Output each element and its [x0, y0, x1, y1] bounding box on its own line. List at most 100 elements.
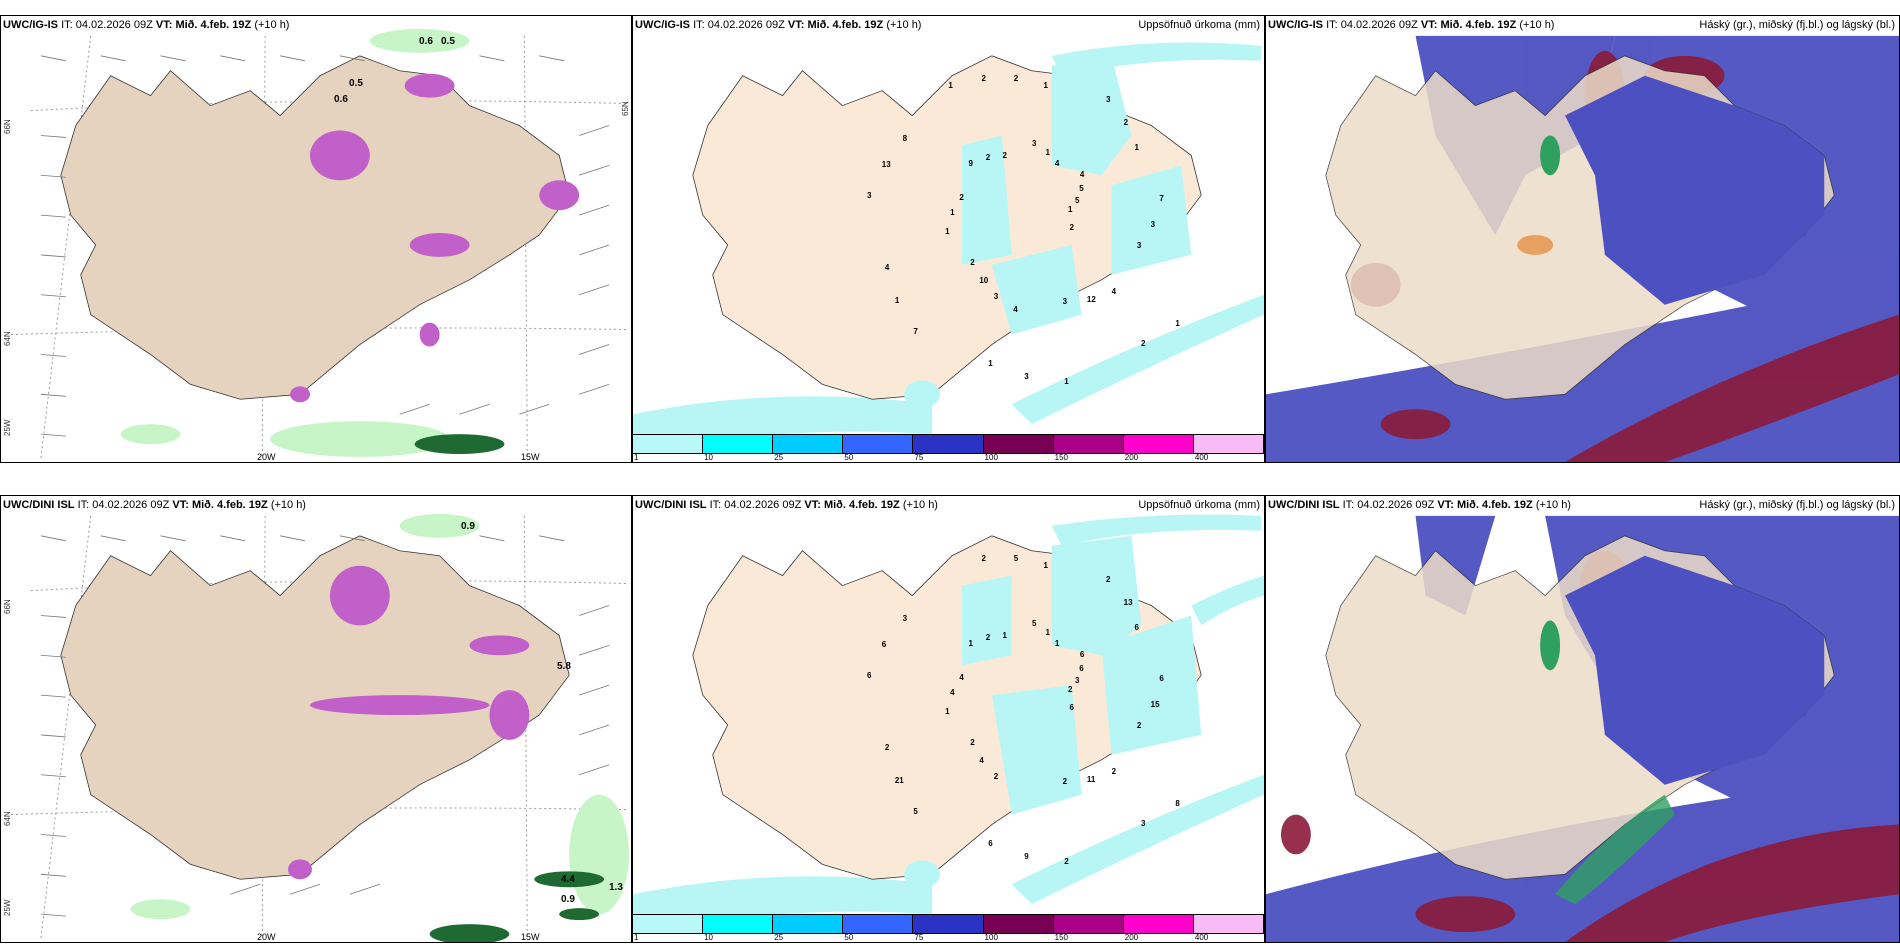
colorbar-swatch: [1053, 435, 1124, 453]
lead-time: (+10 h): [886, 19, 922, 31]
it-label: IT:: [709, 499, 722, 511]
precip-panel-bottom: UWC/DINI ISL IT: 04.02.2026 09Z VT: Mið.…: [632, 495, 1265, 943]
vt-value: Mið. 4.feb. 19Z: [823, 499, 900, 511]
vt-label: VT:: [1420, 19, 1438, 31]
panel-title: UWC/IG-IS IT: 04.02.2026 09Z VT: Mið. 4.…: [635, 19, 921, 31]
lat-label-66n: 66N: [3, 599, 12, 614]
colorbar-swatches: [633, 434, 1264, 454]
colorbar-tick-label: 1: [634, 933, 639, 942]
colorbar-tick-label: 100: [984, 933, 998, 942]
cloud-map: [1266, 515, 1899, 942]
it-value: 04.02.2026 09Z: [92, 499, 170, 511]
precip-colorbar: 1 10 25 50 75 100 150 200 400: [633, 434, 1264, 462]
lon-label-15w: 15W: [521, 932, 540, 942]
colorbar-swatch: [773, 915, 844, 933]
wind-panel-top: UWC/IG-IS IT: 04.02.2026 09Z VT: Mið. 4.…: [0, 15, 632, 463]
precip-colorbar: 1 10 25 50 75 100 150 200 400: [633, 914, 1264, 942]
colorbar-tick-label: 75: [914, 933, 924, 942]
colorbar-swatch: [913, 435, 984, 453]
it-label: IT:: [1342, 499, 1355, 511]
panel-title: UWC/DINI ISL IT: 04.02.2026 09Z VT: Mið.…: [3, 499, 306, 511]
colorbar-tick-label: 400: [1194, 453, 1209, 462]
model-name: UWC/DINI ISL: [1268, 499, 1340, 511]
colorbar-tick-label: 1: [634, 453, 639, 462]
lead-time: (+10 h): [1519, 19, 1555, 31]
colorbar-tick-label: 50: [844, 933, 854, 942]
colorbar-swatch: [773, 435, 844, 453]
precip-title: Uppsöfnuð úrkoma (mm): [1138, 19, 1260, 31]
vt-label: VT:: [1437, 499, 1454, 511]
colorbar-swatch: [1123, 915, 1194, 933]
it-value: 04.02.2026 09Z: [707, 19, 785, 31]
lead-time: (+10 h): [902, 499, 938, 511]
colorbar-swatch: [1193, 915, 1264, 933]
wind-value-label: 0.9: [461, 521, 475, 532]
colorbar-tick-label: 25: [774, 453, 784, 462]
wind-value-label: 5.8: [557, 661, 571, 672]
precip-title: Uppsöfnuð úrkoma (mm): [1138, 499, 1260, 511]
colorbar-labels: 1 10 25 50 75 100 150 200 400: [633, 933, 1264, 942]
vt-value: Mið. 4.feb. 19Z: [1440, 19, 1517, 31]
colorbar-swatch: [983, 915, 1054, 933]
colorbar-tick-label: 100: [984, 453, 998, 462]
it-value: 04.02.2026 09Z: [1340, 19, 1418, 31]
colorbar-tick-label: 150: [1054, 453, 1069, 462]
lat-label-66n: 66N: [3, 119, 12, 134]
panel-title: UWC/DINI ISL IT: 04.02.2026 09Z VT: Mið.…: [635, 499, 938, 511]
lon-label-20w: 20W: [257, 452, 276, 462]
panel-title: UWC/IG-IS IT: 04.02.2026 09Z VT: Mið. 4.…: [1268, 19, 1555, 31]
colorbar-swatch: [1123, 435, 1194, 453]
it-value: 04.02.2026 09Z: [75, 19, 153, 31]
cloud-title: Háský (gr.), miðský (fj.bl.) og lágský (…: [1699, 499, 1895, 511]
colorbar-tick-label: 75: [914, 453, 924, 462]
colorbar-swatch: [913, 915, 984, 933]
colorbar-swatch: [843, 915, 914, 933]
it-label: IT:: [693, 19, 705, 31]
model-name: UWC/IG-IS: [3, 19, 58, 31]
model-name: UWC/DINI ISL: [3, 499, 75, 511]
model-name: UWC/IG-IS: [635, 19, 690, 31]
wind-value-label: 0.6: [334, 94, 348, 105]
lon-label-20w: 20W: [257, 932, 276, 942]
colorbar-tick-label: 25: [774, 933, 784, 942]
cloud-panel-top: UWC/IG-IS IT: 04.02.2026 09Z VT: Mið. 4.…: [1265, 15, 1900, 463]
cloud-panel-bottom: UWC/DINI ISL IT: 04.02.2026 09Z VT: Mið.…: [1265, 495, 1900, 943]
it-value: 04.02.2026 09Z: [1357, 499, 1435, 511]
lead-time: (+10 h): [1535, 499, 1571, 511]
vt-label: VT:: [787, 19, 805, 31]
colorbar-labels: 1 10 25 50 75 100 150 200 400: [633, 453, 1264, 462]
wind-map: [10, 513, 630, 942]
cloud-title: Háský (gr.), miðský (fj.bl.) og lágský (…: [1699, 19, 1895, 31]
wind-value-label: 0.6: [419, 36, 433, 47]
vt-value: Mið. 4.feb. 19Z: [175, 19, 252, 31]
colorbar-tick-label: 200: [1124, 453, 1139, 462]
wind-panel-bottom: UWC/DINI ISL IT: 04.02.2026 09Z VT: Mið.…: [0, 495, 632, 943]
vt-value: Mið. 4.feb. 19Z: [191, 499, 268, 511]
colorbar-tick-label: 200: [1124, 933, 1139, 942]
panel-title: UWC/IG-IS IT: 04.02.2026 09Z VT: Mið. 4.…: [3, 19, 289, 31]
vt-value: Mið. 4.feb. 19Z: [807, 19, 884, 31]
it-value: 04.02.2026 09Z: [724, 499, 802, 511]
model-name: UWC/DINI ISL: [635, 499, 707, 511]
lon-label-25w: 25W: [3, 419, 12, 436]
precip-panel-top: UWC/IG-IS IT: 04.02.2026 09Z VT: Mið. 4.…: [632, 15, 1265, 463]
colorbar-swatch: [633, 915, 704, 933]
colorbar-swatch: [633, 435, 704, 453]
vt-value: Mið. 4.feb. 19Z: [1456, 499, 1533, 511]
model-name: UWC/IG-IS: [1268, 19, 1323, 31]
wind-value-label: 0.5: [349, 78, 363, 89]
wind-map: [10, 28, 630, 460]
colorbar-tick-label: 50: [844, 453, 854, 462]
vt-label: VT:: [155, 19, 173, 31]
precip-map: [633, 42, 1264, 455]
wind-value-label: 0.5: [441, 36, 455, 47]
colorbar-swatch: [703, 435, 774, 453]
colorbar-swatch: [1053, 915, 1124, 933]
colorbar-tick-label: 10: [704, 453, 714, 462]
panel-title: UWC/DINI ISL IT: 04.02.2026 09Z VT: Mið.…: [1268, 499, 1571, 511]
it-label: IT:: [61, 19, 73, 31]
lon-label-15w: 15W: [521, 452, 540, 462]
lat-label-64n: 64N: [3, 811, 12, 826]
lon-label-25w: 25W: [3, 899, 12, 916]
colorbar-tick-label: 400: [1194, 933, 1209, 942]
